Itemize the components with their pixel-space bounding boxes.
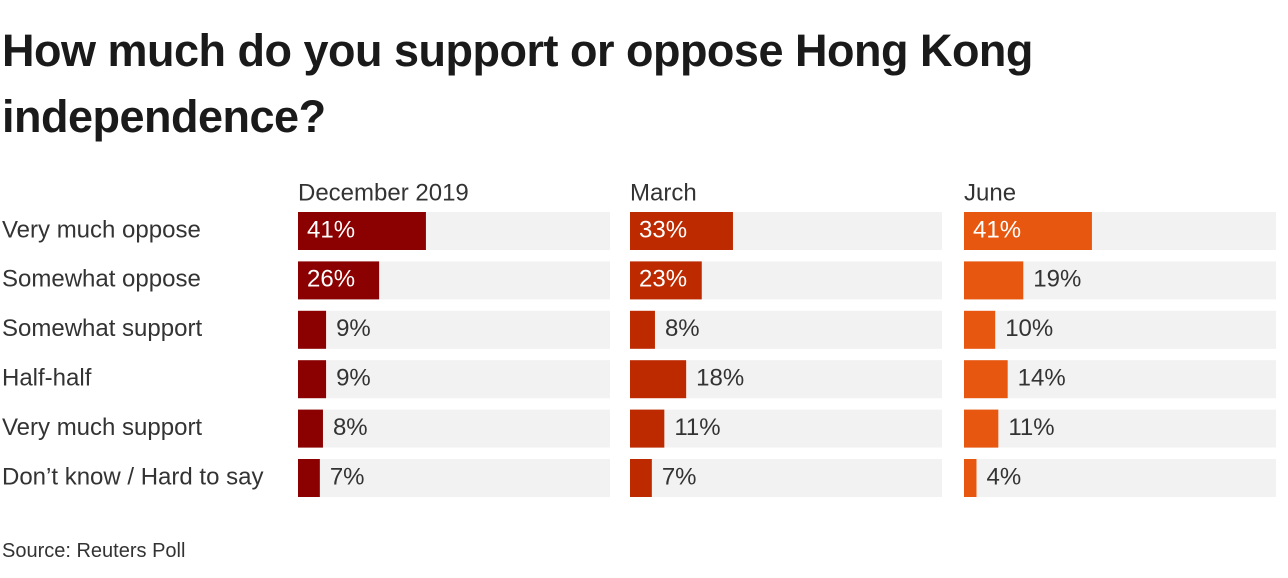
bar-december-2019-very-much-oppose [298,212,426,250]
bar-december-2019-somewhat-support [298,310,327,349]
bar-december-2019-somewhat-oppose [298,261,380,300]
bar-june-don-t-know-hard-to-say [964,459,977,497]
data-label-december-2019-somewhat-oppose: 26% [307,266,355,293]
bar-track-june-somewhat-support [964,310,1276,349]
data-label-december-2019-don-t-know-hard-to-say: 7% [330,463,365,490]
data-label-june-very-much-support: 11% [1008,414,1054,441]
data-label-june-somewhat-oppose: 19% [1033,266,1081,293]
category-label-don-t-know-hard-to-say: Don’t know / Hard to say [2,463,263,490]
bar-june-very-much-support [964,409,999,448]
bar-track-december-2019-half-half [298,360,610,399]
bar-june-somewhat-oppose [964,261,1024,300]
chart-title: How much do you support or oppose Hong K… [2,25,1033,142]
bar-december-2019-don-t-know-hard-to-say [298,459,320,497]
data-label-june-very-much-oppose: 41% [973,216,1021,243]
bar-track-december-2019-very-much-support [298,409,610,448]
bar-march-somewhat-support [630,310,655,349]
data-label-december-2019-somewhat-support: 9% [336,315,371,342]
bar-december-2019-very-much-support [298,409,323,448]
data-label-june-somewhat-support: 10% [1005,315,1053,342]
bar-march-don-t-know-hard-to-say [630,459,652,497]
bar-track-march-somewhat-support [630,310,942,349]
bar-track-march-very-much-support [630,409,942,448]
category-label-somewhat-support: Somewhat support [2,315,202,342]
bar-track-march-don-t-know-hard-to-say [630,459,942,497]
bar-june-half-half [964,360,1008,399]
data-label-december-2019-very-much-support: 8% [333,414,368,441]
data-label-december-2019-half-half: 9% [336,365,371,392]
data-label-march-very-much-support: 11% [674,414,720,441]
category-label-somewhat-oppose: Somewhat oppose [2,266,201,293]
data-label-june-half-half: 14% [1018,365,1066,392]
bar-december-2019-half-half [298,360,327,399]
bar-june-somewhat-support [964,310,996,349]
bar-march-half-half [630,360,687,399]
data-label-march-don-t-know-hard-to-say: 7% [662,463,697,490]
bar-track-june-half-half [964,360,1276,399]
data-label-june-don-t-know-hard-to-say: 4% [986,463,1021,490]
source-note: Source: Reuters Poll [2,540,186,562]
panel-header-march: March [630,179,697,206]
data-label-march-very-much-oppose: 33% [639,216,687,243]
bar-june-very-much-oppose [964,212,1092,250]
data-label-march-somewhat-oppose: 23% [639,266,687,293]
panel-header-december-2019: December 2019 [298,179,469,206]
bar-track-december-2019-somewhat-support [298,310,610,349]
category-label-very-much-support: Very much support [2,414,202,441]
data-label-march-somewhat-support: 8% [665,315,700,342]
bar-track-june-very-much-support [964,409,1276,448]
bar-track-june-don-t-know-hard-to-say [964,459,1276,497]
category-label-very-much-oppose: Very much oppose [2,216,201,243]
bar-march-very-much-oppose [630,212,733,250]
panel-header-june: June [964,179,1016,206]
category-label-half-half: Half-half [2,365,92,392]
data-label-december-2019-very-much-oppose: 41% [307,216,355,243]
bar-march-somewhat-oppose [630,261,702,300]
data-label-march-half-half: 18% [696,365,744,392]
bar-march-very-much-support [630,409,665,448]
bar-track-december-2019-don-t-know-hard-to-say [298,459,610,497]
